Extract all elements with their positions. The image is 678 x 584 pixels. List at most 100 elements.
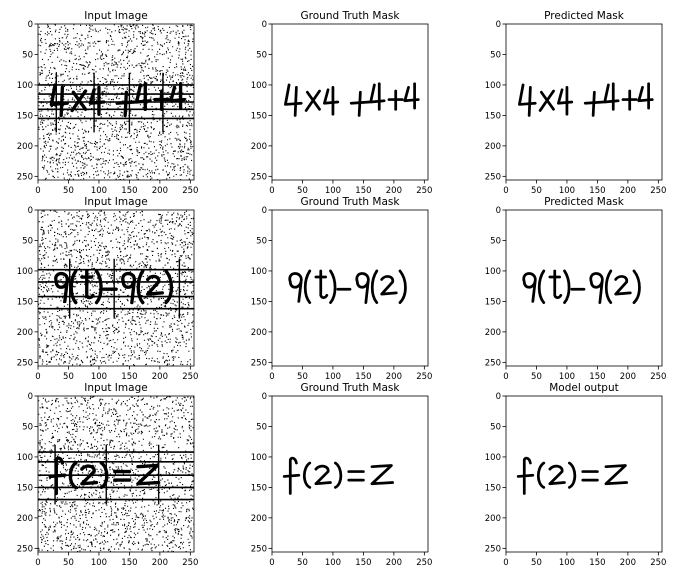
handwritten-expression — [282, 456, 395, 495]
x-tick-label: 100 — [559, 372, 575, 382]
y-tick-label: 50 — [490, 422, 501, 432]
x-tick-label: 100 — [91, 186, 107, 196]
y-tick-label: 50 — [490, 50, 501, 60]
stroke — [94, 269, 103, 305]
y-tick-label: 150 — [485, 483, 501, 493]
mask-image — [516, 456, 629, 495]
x-tick-label: 0 — [269, 186, 274, 196]
y-tick-label: 250 — [17, 358, 33, 368]
y-tick-label: 200 — [485, 142, 501, 152]
mask-image — [518, 82, 654, 117]
y-tick-label: 0 — [28, 206, 33, 216]
stroke — [113, 469, 132, 482]
x-tick-label: 250 — [182, 372, 198, 382]
x-tick-label: 250 — [416, 558, 432, 568]
x-tick-label: 150 — [121, 372, 137, 382]
x-tick-label: 150 — [589, 558, 605, 568]
x-tick-label: 50 — [297, 558, 308, 568]
x-tick-label: 200 — [152, 558, 168, 568]
stroke — [604, 269, 613, 304]
x-tick-label: 250 — [416, 372, 432, 382]
stroke — [70, 89, 88, 113]
y-tick-label: 0 — [262, 392, 267, 402]
stroke — [146, 274, 164, 296]
x-tick-label: 250 — [416, 186, 432, 196]
y-tick-label: 250 — [251, 172, 267, 182]
stroke — [370, 269, 379, 304]
axes-frame — [271, 395, 429, 553]
y-tick-label: 100 — [485, 81, 501, 91]
y-tick-label: 50 — [22, 236, 33, 246]
y-tick-label: 100 — [251, 81, 267, 91]
axes-frame — [37, 395, 195, 553]
noise-dots — [38, 210, 194, 366]
y-tick-label: 0 — [28, 20, 33, 30]
x-tick-label: 200 — [152, 372, 168, 382]
stroke — [68, 461, 78, 490]
x-tick-label: 250 — [182, 558, 198, 568]
y-tick-label: 150 — [485, 297, 501, 307]
stroke — [614, 275, 632, 296]
x-tick-label: 200 — [620, 186, 636, 196]
y-tick-label: 200 — [485, 328, 501, 338]
panel-title: Predicted Mask — [544, 196, 625, 208]
stroke — [136, 269, 145, 305]
x-tick-label: 150 — [589, 372, 605, 382]
axes-frame — [37, 23, 195, 181]
axes-frame — [37, 209, 195, 367]
stroke — [591, 90, 596, 117]
stroke — [548, 269, 563, 299]
x-tick-label: 100 — [325, 558, 341, 568]
noisy-input-image — [38, 24, 194, 180]
stroke — [164, 269, 174, 305]
image-area — [506, 396, 662, 552]
x-tick-label: 50 — [63, 558, 74, 568]
y-tick-label: 150 — [251, 297, 267, 307]
stroke — [357, 90, 362, 117]
mask-image — [282, 456, 395, 495]
stroke — [355, 272, 370, 304]
y-tick-label: 150 — [17, 483, 33, 493]
x-tick-label: 0 — [503, 186, 508, 196]
panel-title: Input Image — [84, 382, 147, 394]
y-tick-label: 100 — [485, 267, 501, 277]
x-tick-label: 50 — [63, 372, 74, 382]
y-tick-label: 50 — [490, 236, 501, 246]
x-tick-label: 100 — [559, 558, 575, 568]
image-area — [272, 396, 428, 552]
x-tick-label: 250 — [182, 186, 198, 196]
x-tick-label: 250 — [650, 558, 666, 568]
stroke — [334, 461, 343, 489]
y-tick-label: 100 — [17, 81, 33, 91]
x-tick-label: 100 — [559, 186, 575, 196]
y-tick-label: 200 — [17, 514, 33, 524]
x-tick-label: 100 — [325, 372, 341, 382]
image-area — [506, 24, 662, 180]
mask-image — [522, 269, 641, 304]
x-tick-label: 200 — [152, 186, 168, 196]
x-tick-label: 150 — [355, 186, 371, 196]
x-tick-label: 50 — [63, 186, 74, 196]
handwritten-expression — [288, 269, 407, 304]
x-tick-label: 100 — [91, 558, 107, 568]
x-tick-label: 0 — [269, 372, 274, 382]
y-tick-label: 200 — [251, 142, 267, 152]
y-tick-label: 250 — [251, 358, 267, 368]
x-tick-label: 50 — [531, 186, 542, 196]
stroke — [568, 461, 577, 489]
y-tick-label: 100 — [17, 453, 33, 463]
x-tick-label: 250 — [650, 186, 666, 196]
y-tick-label: 50 — [22, 422, 33, 432]
panel-title: Ground Truth Mask — [301, 382, 401, 394]
stroke — [537, 269, 546, 304]
stroke — [589, 272, 604, 304]
y-tick-label: 250 — [17, 172, 33, 182]
axes-frame — [505, 209, 663, 367]
